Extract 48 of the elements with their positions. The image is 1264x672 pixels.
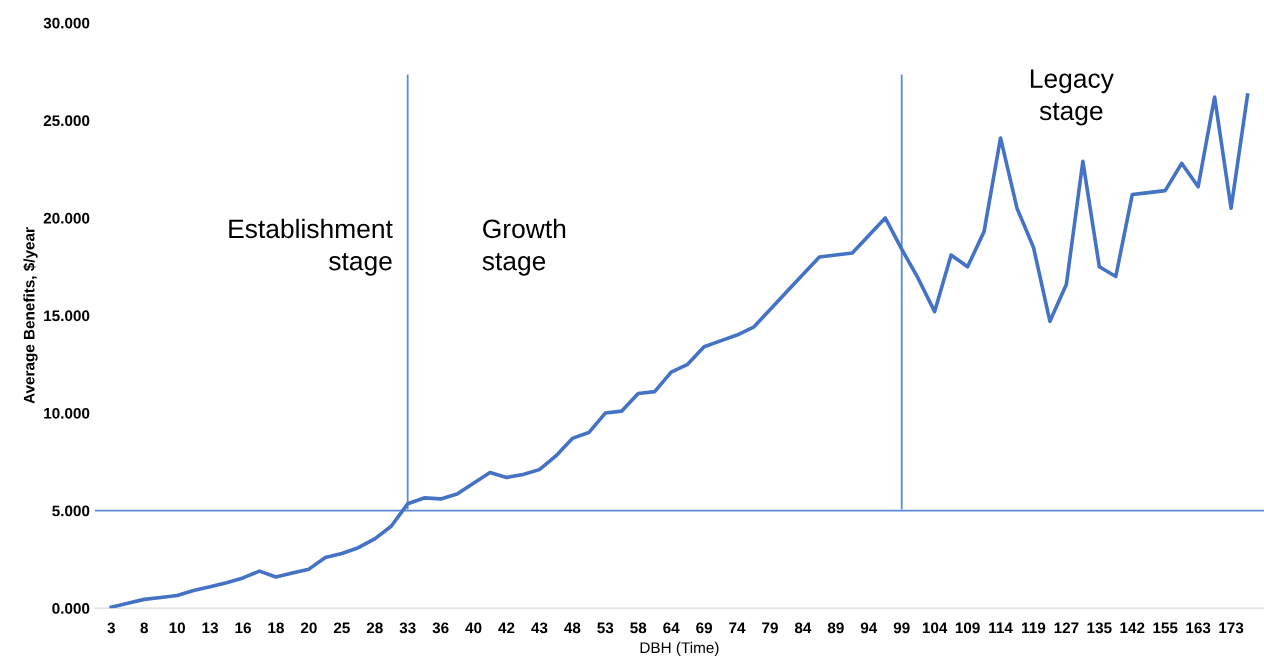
x-tick-label: 40 — [465, 622, 482, 634]
annotation: Legacy stage — [1030, 69, 1114, 126]
x-tick-label: 25 — [333, 622, 350, 634]
y-tick-label: 30.000 — [43, 17, 90, 29]
y-tick-label: 10.000 — [44, 407, 90, 419]
x-tick-label: 33 — [399, 622, 416, 634]
x-tick-label: 99 — [893, 622, 910, 634]
x-tick-label: 8 — [140, 622, 148, 634]
x-tick-label: 119 — [1022, 622, 1046, 634]
x-tick-label: 28 — [366, 622, 383, 634]
x-tick-label: 142 — [1120, 622, 1145, 634]
x-tick-label: 74 — [729, 622, 746, 634]
x-tick-label: 173 — [1219, 622, 1244, 634]
x-tick-label: 42 — [498, 622, 515, 634]
x-tick-label: 127 — [1054, 622, 1079, 634]
x-tick-label: 43 — [531, 622, 548, 634]
x-tick-label: 36 — [432, 622, 449, 634]
x-tick-label: 48 — [564, 622, 581, 634]
x-tick-label: 58 — [630, 622, 647, 634]
y-tick-label: 5.000 — [52, 505, 90, 517]
x-tick-label: 53 — [597, 622, 614, 634]
y-tick-label: 0.000 — [52, 603, 90, 614]
x-tick-label: 104 — [922, 622, 948, 634]
x-tick-label: 84 — [794, 622, 812, 634]
y-axis-title: Average Benefits, $/year — [23, 227, 38, 404]
y-tick-label: 25.000 — [43, 115, 90, 127]
x-tick-label: 89 — [827, 622, 844, 634]
x-tick-label: 64 — [663, 622, 680, 634]
x-tick-label: 3 — [107, 622, 115, 634]
x-tick-label: 16 — [235, 622, 251, 634]
x-tick-label: 94 — [860, 622, 878, 634]
x-axis-title: DBH (Time) — [640, 641, 719, 657]
x-tick-label: 13 — [202, 622, 219, 634]
x-tick-label: 114 — [989, 622, 1013, 634]
line-series — [109, 93, 1250, 609]
x-tick-label: 109 — [955, 622, 980, 634]
x-tick-label: 79 — [762, 622, 778, 634]
annotation: Growth stage — [482, 218, 566, 276]
x-tick-label: 163 — [1186, 622, 1211, 634]
y-tick-label: 20.000 — [43, 212, 90, 224]
x-tick-label: 18 — [268, 622, 284, 634]
x-tick-label: 155 — [1153, 622, 1178, 634]
x-tick-label: 20 — [300, 622, 317, 634]
x-tick-label: 10 — [169, 622, 186, 634]
y-tick-label: 15.000 — [44, 310, 90, 322]
annotation: Establishment stage — [229, 218, 393, 276]
x-tick-label: 69 — [696, 622, 713, 634]
x-tick-label: 135 — [1087, 622, 1112, 634]
